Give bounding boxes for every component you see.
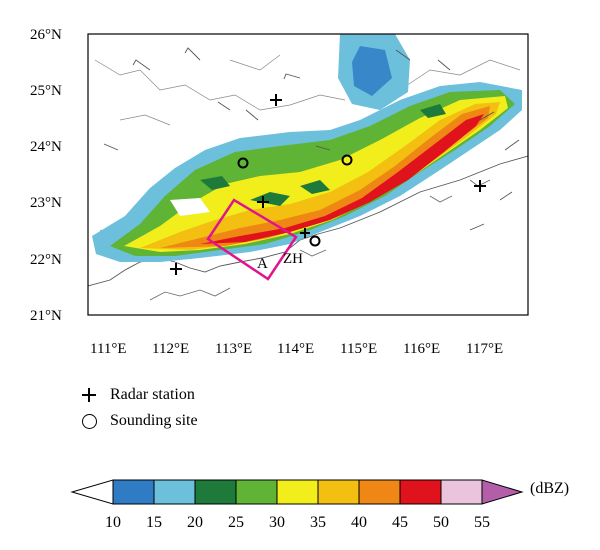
colorbar-tick-label: 55 — [474, 514, 490, 531]
colorbar-tick-label: 25 — [228, 514, 244, 531]
longitude-axis: 111°E 112°E 113°E 114°E 115°E 116°E 117°… — [90, 341, 503, 357]
colorbar-unit: (dBZ) — [530, 480, 570, 497]
radar-station-markers — [170, 94, 486, 275]
legend-radar-station: Radar station — [80, 384, 195, 406]
legend-radar-label: Radar station — [110, 386, 195, 403]
colorbar-tick-label: 50 — [433, 514, 449, 531]
lat-label: 23°N — [30, 195, 62, 211]
colorbar-tick-label: 10 — [105, 514, 121, 531]
radar-station-marker — [170, 263, 182, 275]
colorbar-tick-label: 20 — [187, 514, 203, 531]
lon-label: 114°E — [277, 341, 314, 357]
radar-station-marker — [474, 180, 486, 192]
colorbar-tick-label: 15 — [146, 514, 162, 531]
region-a-label: A — [257, 256, 268, 272]
colorbar-tick-label: 40 — [351, 514, 367, 531]
sounding-site-marker — [341, 154, 353, 166]
colorbar-tick-label: 30 — [269, 514, 285, 531]
colorbar-tick-label: 35 — [310, 514, 326, 531]
lat-label: 24°N — [30, 139, 62, 155]
lon-label: 112°E — [152, 341, 189, 357]
lat-label: 26°N — [30, 27, 62, 43]
radar-station-marker — [257, 196, 269, 208]
plus-icon — [80, 386, 98, 404]
sounding-site-markers — [237, 154, 353, 247]
map-border — [87, 33, 529, 316]
islands — [149, 179, 491, 301]
legend-sounding-site: Sounding site — [80, 410, 198, 432]
lon-label: 113°E — [215, 341, 252, 357]
sounding-site-marker — [309, 235, 321, 247]
province-boundaries — [94, 54, 521, 237]
lat-label: 22°N — [30, 252, 62, 268]
latitude-axis: 26°N 25°N 24°N 23°N 22°N 21°N — [30, 27, 62, 324]
sounding-site-marker — [237, 157, 249, 169]
circle-icon — [82, 413, 97, 429]
lon-label: 111°E — [90, 341, 127, 357]
colorbar-tick-label: 45 — [392, 514, 408, 531]
lon-label: 117°E — [466, 341, 503, 357]
lon-label: 115°E — [340, 341, 377, 357]
wind-barbs — [103, 47, 520, 231]
reflectivity-field — [92, 34, 522, 262]
site-zh-label: ZH — [283, 251, 303, 267]
radar-station-marker — [270, 94, 282, 106]
region-box-a — [206, 198, 298, 281]
lon-label: 116°E — [403, 341, 440, 357]
legend-sounding-label: Sounding site — [110, 412, 198, 429]
radar-station-marker — [300, 228, 310, 238]
lat-label: 25°N — [30, 83, 62, 99]
lat-label: 21°N — [30, 308, 62, 324]
